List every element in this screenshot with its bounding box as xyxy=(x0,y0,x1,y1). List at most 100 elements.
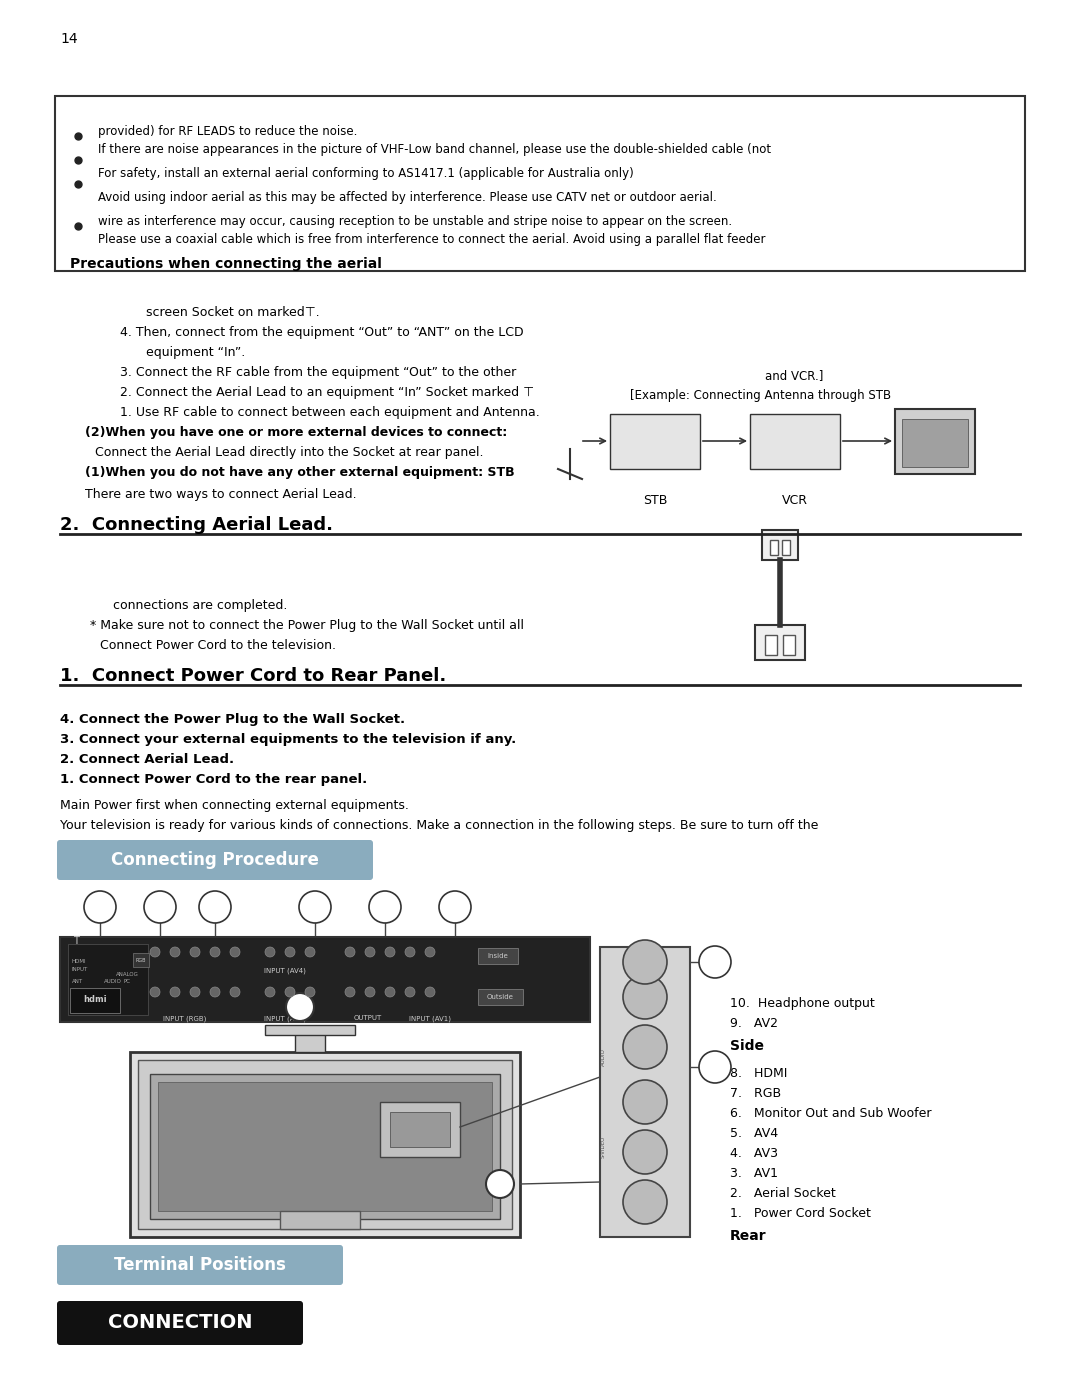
Circle shape xyxy=(199,891,231,923)
Circle shape xyxy=(405,947,415,957)
Circle shape xyxy=(623,1025,667,1069)
Circle shape xyxy=(210,988,220,997)
Text: Terminal Positions: Terminal Positions xyxy=(114,1256,286,1274)
Circle shape xyxy=(486,1171,514,1199)
Text: Outside: Outside xyxy=(487,995,513,1000)
Text: CONNECTION: CONNECTION xyxy=(108,1313,253,1333)
Text: Side: Side xyxy=(730,1039,764,1053)
Text: 8: 8 xyxy=(157,902,164,912)
Text: hdmi: hdmi xyxy=(83,996,107,1004)
FancyBboxPatch shape xyxy=(57,1245,343,1285)
Bar xyxy=(390,1112,450,1147)
Text: wire as interference may occur, causing reception to be unstable and stripe nois: wire as interference may occur, causing … xyxy=(98,215,732,228)
Text: 5: 5 xyxy=(311,902,319,912)
Bar xyxy=(902,419,968,467)
Text: 2: 2 xyxy=(96,902,104,912)
Text: 3. Connect your external equipments to the television if any.: 3. Connect your external equipments to t… xyxy=(60,733,516,746)
Circle shape xyxy=(365,947,375,957)
Bar xyxy=(783,636,795,655)
Circle shape xyxy=(345,947,355,957)
Text: 10: 10 xyxy=(708,957,721,967)
Text: * Make sure not to connect the Power Plug to the Wall Socket until all: * Make sure not to connect the Power Plu… xyxy=(90,619,524,631)
Circle shape xyxy=(265,988,275,997)
Bar xyxy=(765,636,777,655)
Text: T: T xyxy=(73,936,79,946)
Circle shape xyxy=(369,891,401,923)
Circle shape xyxy=(405,988,415,997)
Text: Connect Power Cord to the television.: Connect Power Cord to the television. xyxy=(100,638,336,652)
Text: ANT: ANT xyxy=(72,979,83,983)
Circle shape xyxy=(623,1130,667,1173)
Text: Inside: Inside xyxy=(488,953,509,958)
Text: Your television is ready for various kinds of connections. Make a connection in : Your television is ready for various kin… xyxy=(60,819,819,833)
Circle shape xyxy=(384,988,395,997)
Bar xyxy=(280,1211,360,1229)
Bar xyxy=(600,947,690,1236)
Text: and VCR.]: and VCR.] xyxy=(630,369,823,381)
Text: 2. Connect Aerial Lead.: 2. Connect Aerial Lead. xyxy=(60,753,234,766)
Bar xyxy=(295,1032,325,1052)
Text: connections are completed.: connections are completed. xyxy=(105,599,287,612)
Text: 14: 14 xyxy=(60,32,78,46)
Circle shape xyxy=(426,988,435,997)
Text: Precautions when connecting the aerial: Precautions when connecting the aerial xyxy=(70,257,382,271)
Text: [Example: Connecting Antenna through STB: [Example: Connecting Antenna through STB xyxy=(630,388,891,402)
Text: 5.   AV4: 5. AV4 xyxy=(730,1127,778,1140)
Bar xyxy=(770,541,778,555)
Text: PC: PC xyxy=(123,979,131,983)
Bar xyxy=(782,541,789,555)
Text: INPUT (AV3): INPUT (AV3) xyxy=(264,1016,306,1021)
Text: AUDIO: AUDIO xyxy=(600,1048,606,1066)
Bar xyxy=(755,624,805,659)
Text: 7.   RGB: 7. RGB xyxy=(730,1087,781,1099)
FancyBboxPatch shape xyxy=(57,840,373,880)
Text: OUTPUT: OUTPUT xyxy=(354,1016,382,1021)
Circle shape xyxy=(699,946,731,978)
Circle shape xyxy=(210,947,220,957)
Bar xyxy=(265,1025,355,1035)
Circle shape xyxy=(285,947,295,957)
Text: 1. Connect Power Cord to the rear panel.: 1. Connect Power Cord to the rear panel. xyxy=(60,773,367,787)
Bar xyxy=(70,988,120,1013)
Bar xyxy=(380,1102,460,1157)
Text: 1: 1 xyxy=(496,1178,504,1190)
Text: STB: STB xyxy=(643,495,667,507)
Text: HDMI: HDMI xyxy=(72,958,86,964)
Text: 7: 7 xyxy=(211,902,219,912)
Text: 4: 4 xyxy=(296,1000,305,1013)
Text: (2)When you have one or more external devices to connect:: (2)When you have one or more external de… xyxy=(85,426,508,439)
Bar xyxy=(130,1052,519,1236)
Circle shape xyxy=(150,947,160,957)
Text: RGB: RGB xyxy=(136,957,146,963)
Bar xyxy=(478,989,523,1004)
Text: 10.  Headphone output: 10. Headphone output xyxy=(730,997,875,1010)
Bar xyxy=(60,937,590,1023)
Text: INPUT (AV1): INPUT (AV1) xyxy=(409,1016,451,1021)
Text: 3. Connect the RF cable from the equipment “Out” to the other: 3. Connect the RF cable from the equipme… xyxy=(108,366,516,379)
Circle shape xyxy=(285,988,295,997)
Text: 1. Use RF cable to connect between each equipment and Antenna.: 1. Use RF cable to connect between each … xyxy=(108,407,540,419)
Circle shape xyxy=(699,1051,731,1083)
Text: 4. Then, connect from the equipment “Out” to “ANT” on the LCD: 4. Then, connect from the equipment “Out… xyxy=(108,326,524,339)
Circle shape xyxy=(170,988,180,997)
Circle shape xyxy=(286,993,314,1021)
Circle shape xyxy=(265,947,275,957)
Bar xyxy=(68,944,148,1016)
Text: 9.   AV2: 9. AV2 xyxy=(730,1017,778,1030)
Text: Main Power first when connecting external equipments.: Main Power first when connecting externa… xyxy=(60,799,409,812)
Circle shape xyxy=(438,891,471,923)
Text: 1.   Power Cord Socket: 1. Power Cord Socket xyxy=(730,1207,870,1220)
Text: 8.   HDMI: 8. HDMI xyxy=(730,1067,787,1080)
Text: VCR: VCR xyxy=(782,495,808,507)
Text: Avoid using indoor aerial as this may be affected by interference. Please use CA: Avoid using indoor aerial as this may be… xyxy=(98,191,717,204)
Bar xyxy=(478,949,518,964)
Circle shape xyxy=(384,947,395,957)
Text: There are two ways to connect Aerial Lead.: There are two ways to connect Aerial Lea… xyxy=(85,488,356,502)
Bar xyxy=(750,414,840,469)
Text: INPUT (AV4): INPUT (AV4) xyxy=(265,967,306,974)
Bar xyxy=(158,1083,492,1211)
Circle shape xyxy=(345,988,355,997)
Circle shape xyxy=(623,1080,667,1125)
Circle shape xyxy=(144,891,176,923)
Text: 2.  Connecting Aerial Lead.: 2. Connecting Aerial Lead. xyxy=(60,515,333,534)
